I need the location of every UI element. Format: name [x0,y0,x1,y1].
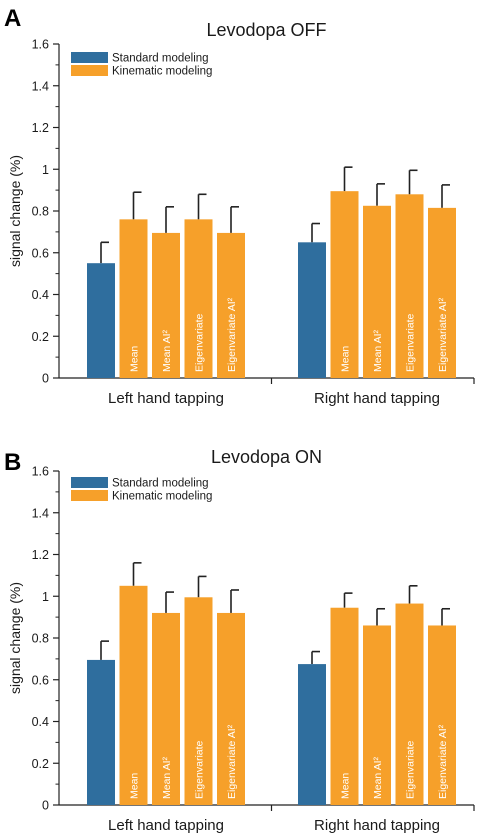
bar [184,597,213,805]
y-tick-label: 1.6 [32,465,49,479]
y-tick-label: 1.2 [32,548,49,562]
bar [217,612,245,805]
bar [428,207,456,378]
legend-swatch [71,52,108,63]
bar-label: Mean AI² [372,329,384,372]
legend-swatch [71,477,108,488]
y-tick-label: 0 [42,372,49,386]
bar-label: Eigenvariate [194,740,206,799]
bar [428,625,456,805]
panel-letter: B [4,449,21,476]
bar [119,585,148,805]
y-tick-label: 1.4 [32,506,49,520]
legend-label: Standard modeling [112,53,209,65]
bar-label: Mean [340,773,352,799]
bar [363,625,391,805]
legend-label: Kinematic modeling [112,66,212,78]
bar-label: Mean AI² [161,756,173,799]
x-category-label: Left hand tapping [108,390,224,407]
legend-label: Standard modeling [112,478,209,490]
x-category-label: Right hand tapping [314,817,440,834]
y-tick-label: 1.4 [32,79,49,93]
y-axis-label: signal change (%) [7,582,23,694]
bar [217,232,245,378]
bar-label: Eigenvariate AI² [226,297,238,372]
bar-label: Mean AI² [372,756,384,799]
bar [330,191,359,378]
bar-label: Mean [129,773,141,799]
bar [184,219,213,378]
chart-title: Levodopa ON [211,447,322,467]
bar [395,194,424,378]
y-tick-label: 1 [42,590,49,604]
chart-title: Levodopa OFF [206,20,326,40]
bar-label: Eigenvariate AI² [226,724,238,799]
bar-label: Mean [129,346,141,372]
y-tick-label: 0.6 [32,673,49,687]
x-category-label: Right hand tapping [314,390,440,407]
bar [87,263,115,378]
bar-label: Eigenvariate [405,313,417,372]
y-tick-label: 1.2 [32,121,49,135]
y-tick-label: 0.6 [32,246,49,260]
chart-panel-a: A Levodopa OFF 0 0.2 0.4 0.6 0.8 1 1.2 1.4 1.6 sign… [4,5,475,407]
bar [330,607,359,805]
chart-panel-b: B Levodopa ON 0 0.2 0.4 0.6 0.8 1 1.2 1.4 1.6 signa… [4,447,475,834]
y-tick-label: 0 [42,799,49,813]
y-tick-label: 0.8 [32,632,49,646]
bar-label: Eigenvariate [405,740,417,799]
bar [152,232,180,378]
y-tick-label: 0.4 [32,715,49,729]
legend-label: Kinematic modeling [112,491,212,503]
bar-label: Eigenvariate [194,313,206,372]
bar [119,219,148,378]
bar [395,603,424,805]
panel-letter: A [4,5,21,32]
bar [298,242,326,378]
y-tick-label: 0.2 [32,757,49,771]
bar [152,612,180,805]
bar [298,664,326,805]
y-tick-label: 1.6 [32,38,49,52]
y-axis-label: signal change (%) [7,155,23,267]
y-tick-label: 1 [42,163,49,177]
bar [363,205,391,378]
bar-label: Eigenvariate AI² [437,724,449,799]
x-category-label: Left hand tapping [108,817,224,834]
bar-label: Mean AI² [161,329,173,372]
y-tick-label: 0.4 [32,288,49,302]
bar-label: Eigenvariate AI² [437,297,449,372]
legend-swatch [71,490,108,501]
bar-label: Mean [340,346,352,372]
legend-swatch [71,65,108,76]
bar [87,659,115,805]
y-tick-label: 0.2 [32,330,49,344]
y-tick-label: 0.8 [32,205,49,219]
